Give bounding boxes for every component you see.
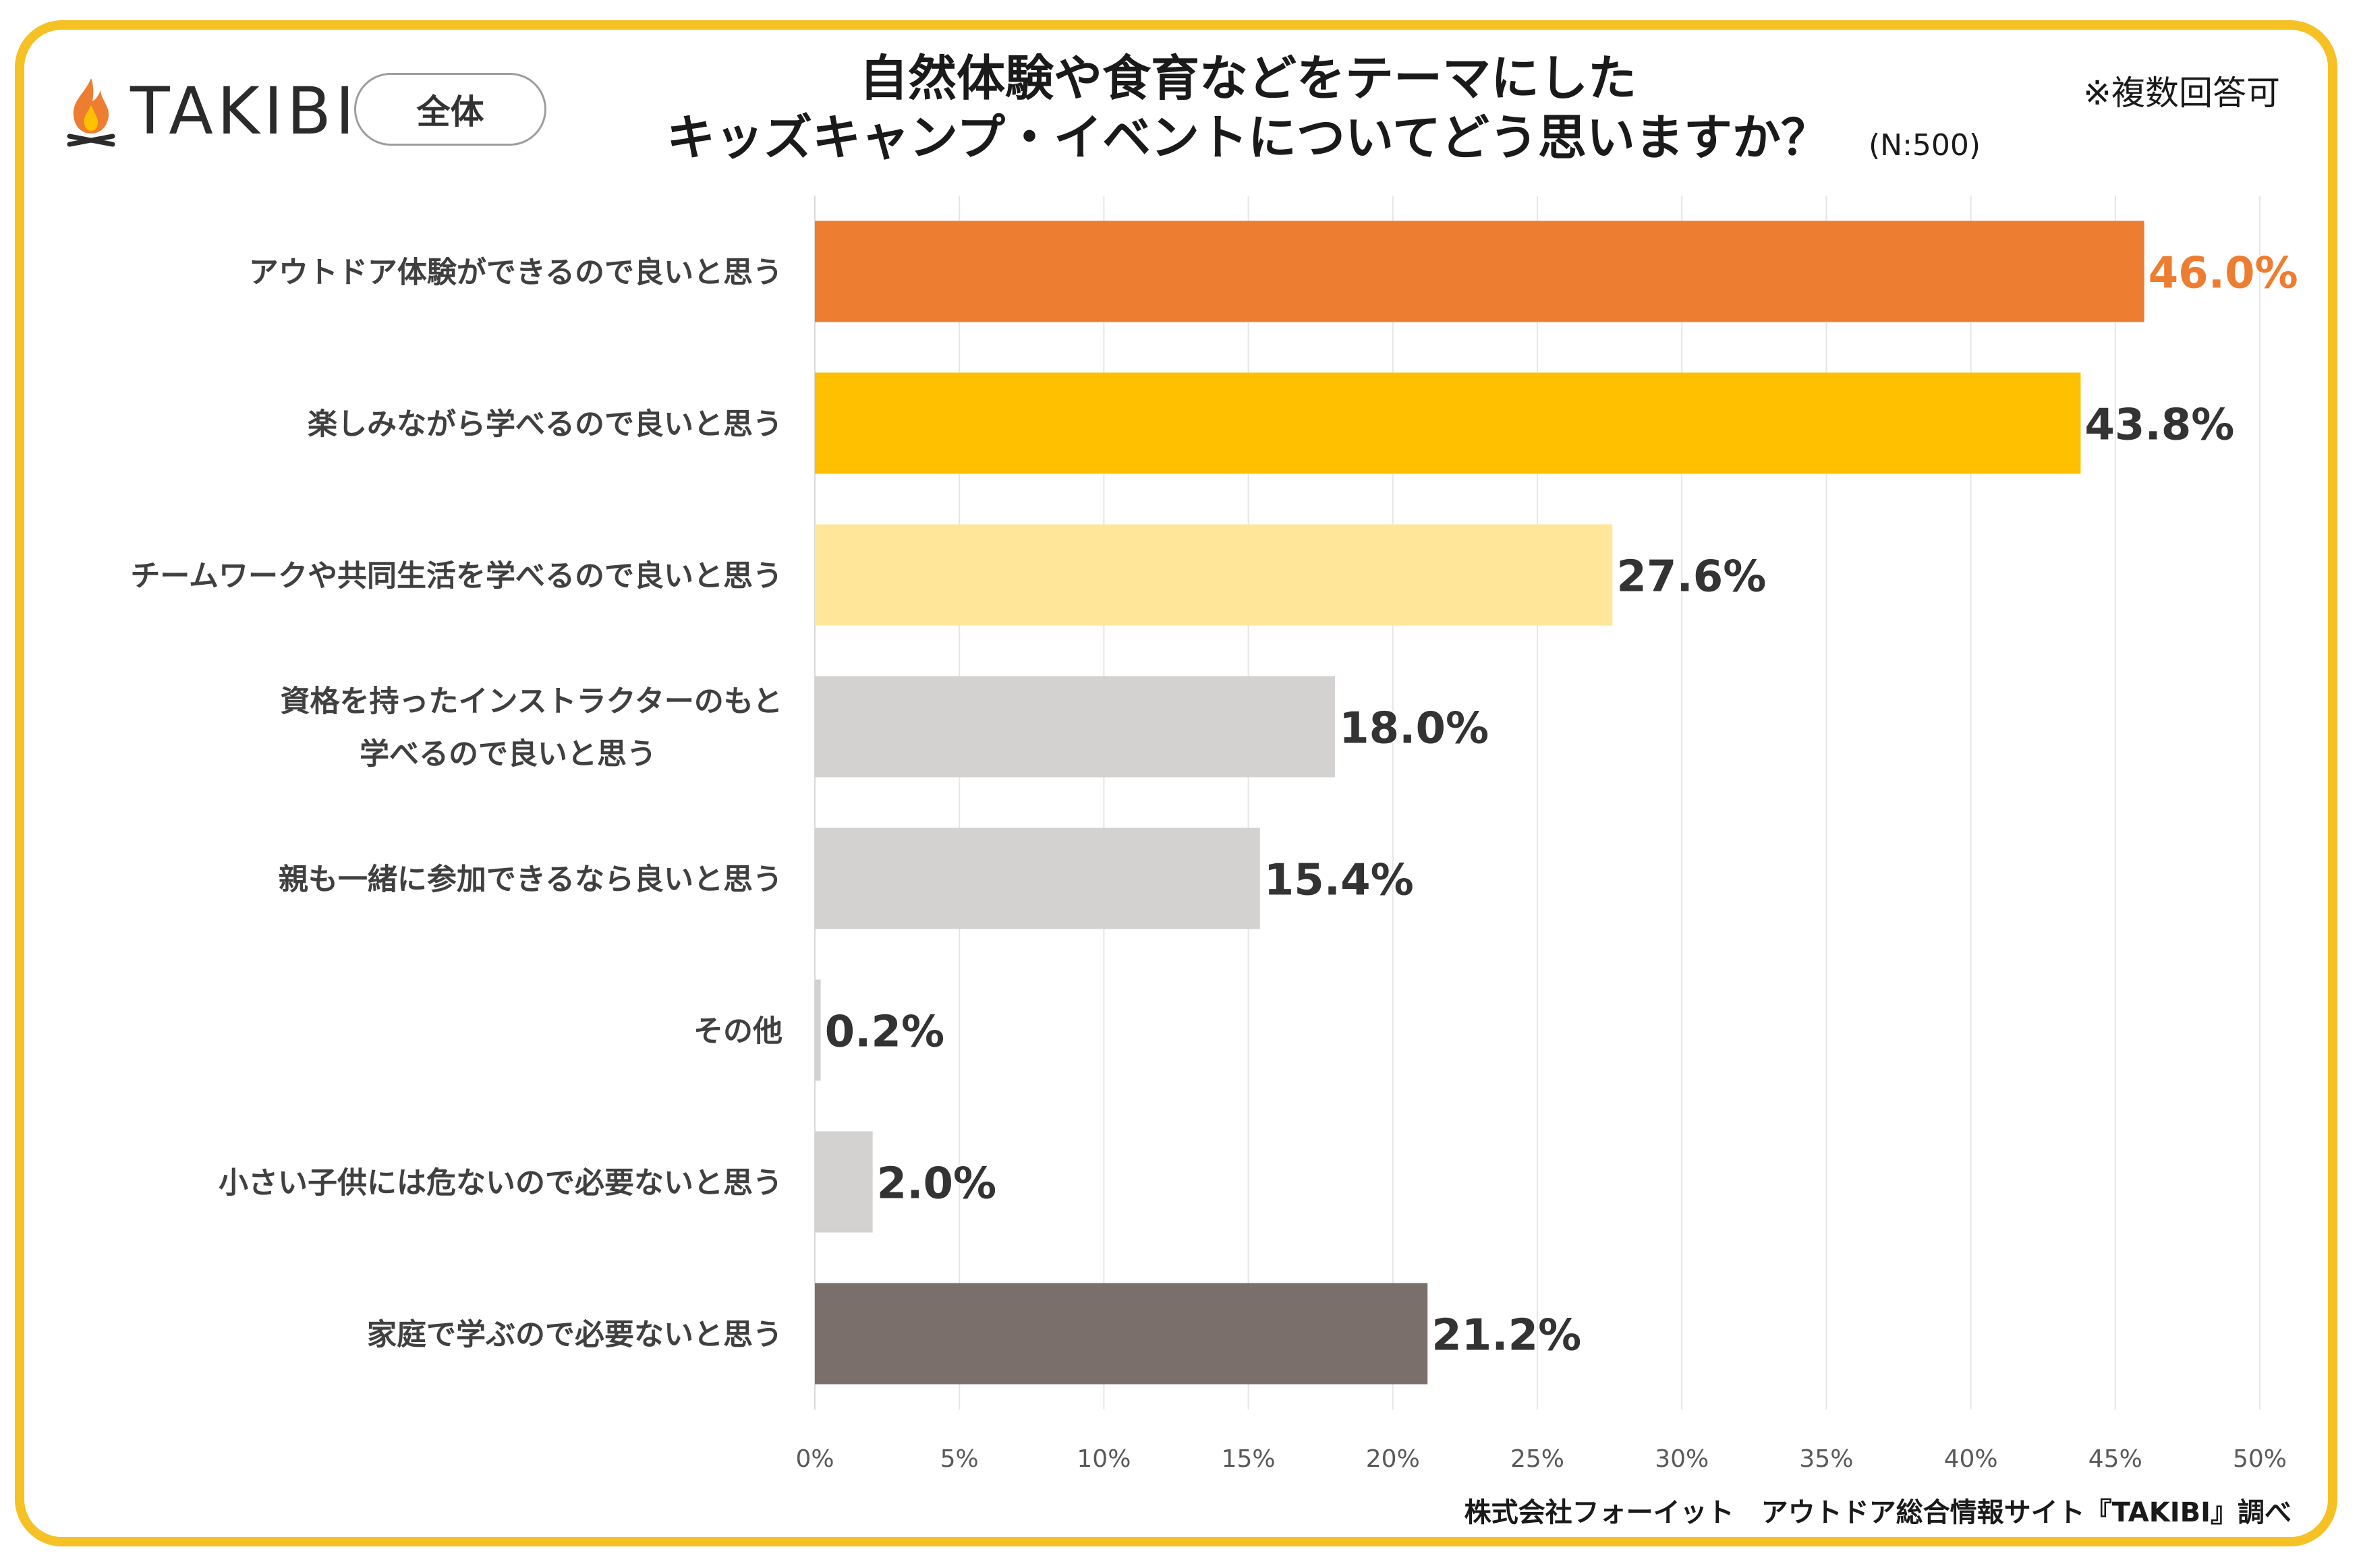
x-tick-label: 35% bbox=[1799, 1445, 1853, 1473]
category-label: 小さい子供には危ないので必要ないと思う bbox=[219, 1166, 783, 1200]
bar bbox=[815, 221, 2144, 322]
source-credit: 株式会社フォーイット アウトドア総合情報サイト『TAKIBI』調べ bbox=[1464, 1497, 2292, 1528]
bar-value-label: 15.4% bbox=[1264, 856, 1414, 906]
bar-value-label: 46.0% bbox=[2149, 249, 2298, 299]
x-tick-label: 45% bbox=[2088, 1445, 2142, 1473]
bar bbox=[815, 372, 2081, 474]
category-label: アウトドア体験ができるので良いと思う bbox=[249, 256, 783, 290]
category-label: チームワークや共同生活を学べるので良いと思う bbox=[130, 559, 783, 593]
category-label: 楽しみながら学べるので良いと思う bbox=[308, 407, 783, 442]
bar bbox=[815, 524, 1613, 626]
bar bbox=[815, 1131, 873, 1233]
x-tick-label: 40% bbox=[1944, 1445, 1998, 1473]
bar bbox=[815, 1283, 1428, 1385]
bar bbox=[815, 979, 821, 1081]
bar bbox=[815, 676, 1336, 778]
logo-text: TAKIBI bbox=[130, 74, 359, 149]
x-tick-label: 30% bbox=[1655, 1445, 1709, 1473]
sample-size: (N:500) bbox=[1869, 128, 1981, 163]
bar-value-label: 18.0% bbox=[1339, 704, 1489, 754]
x-tick-label: 0% bbox=[795, 1445, 834, 1473]
bar-value-label: 43.8% bbox=[2084, 401, 2234, 451]
x-tick-label: 20% bbox=[1366, 1445, 1420, 1473]
bar-value-label: 27.6% bbox=[1616, 552, 1766, 602]
bar-value-label: 2.0% bbox=[877, 1159, 997, 1209]
bar-value-label: 0.2% bbox=[825, 1008, 945, 1057]
bar-value-label: 21.2% bbox=[1431, 1311, 1581, 1361]
campfire-icon bbox=[67, 78, 115, 147]
x-tick-label: 15% bbox=[1222, 1445, 1276, 1473]
category-label: 親も一緒に参加できるなら良いと思う bbox=[279, 863, 783, 897]
multiple-answer-note: ※複数回答可 bbox=[2083, 74, 2280, 113]
x-tick-label: 50% bbox=[2233, 1445, 2287, 1473]
chart-title-line1: 自然体験や食育などをテーマにした bbox=[859, 50, 1637, 107]
bar bbox=[815, 827, 1260, 929]
category-label: その他 bbox=[693, 1014, 783, 1049]
x-tick-label: 10% bbox=[1077, 1445, 1131, 1473]
category-label: 資格を持ったインストラクターのもと bbox=[281, 685, 783, 719]
x-tick-label: 5% bbox=[940, 1445, 979, 1473]
chart-title-line2: キッズキャンプ・イベントについてどう思いますか？ bbox=[666, 109, 1829, 166]
segment-badge: 全体 bbox=[354, 73, 546, 146]
category-label: 学べるので良いと思う bbox=[360, 737, 656, 772]
logo: TAKIBI bbox=[64, 74, 359, 149]
x-tick-label: 25% bbox=[1510, 1445, 1564, 1473]
category-label: 家庭で学ぶので必要ないと思う bbox=[367, 1318, 783, 1352]
